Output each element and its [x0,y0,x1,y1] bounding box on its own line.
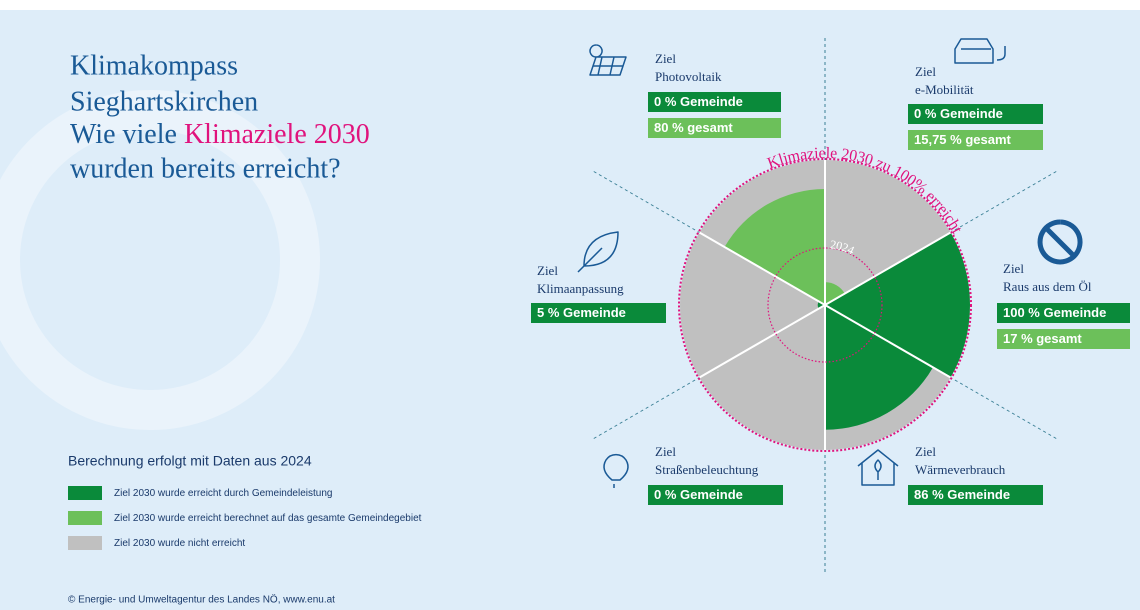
inner-ring [767,247,883,363]
title-line: Klimakompass [70,50,238,81]
goal-icon [603,453,629,488]
goal-icon [589,44,627,76]
goal-icon [577,231,619,273]
goal-prefix: Ziel [655,444,676,459]
sector [825,232,970,378]
legend-swatch [68,511,102,525]
divider [698,231,826,306]
value-box [648,92,781,112]
sector [825,282,845,305]
value-box [997,303,1130,323]
divider [824,304,952,379]
value-box [531,303,666,323]
question-highlight: Klimaziele 2030 [184,119,370,150]
goal-name: Wärmeverbrauch [915,462,1006,477]
value-label: 0 % Gemeinde [654,487,743,502]
goal-icon [1037,219,1083,265]
value-box [908,130,1043,150]
title-line: Sieghartskirchen [70,86,258,117]
goal-prefix: Ziel [1003,261,1024,276]
goal-prefix: Ziel [537,263,558,278]
value-label: 5 % Gemeinde [537,305,626,320]
value-label: 0 % Gemeinde [654,94,743,109]
value-box [908,485,1043,505]
goal-name: Straßenbeleuchtung [655,462,759,477]
goal-prefix: Ziel [655,51,676,66]
goal-name: Klimaanpassung [537,281,624,296]
question-line: Wie viele Klimaziele 2030 [70,119,370,150]
compass-watermark [0,90,320,430]
legend-swatch [68,536,102,550]
goal-name: e-Mobilität [915,82,974,97]
value-label: 86 % Gemeinde [914,487,1010,502]
sector [817,301,825,309]
value-box [997,329,1130,349]
legend-label: Ziel 2030 wurde erreicht durch Gemeindel… [114,488,332,499]
sector [825,305,933,430]
question-line: wurden bereits erreicht? [70,153,341,184]
value-box [648,118,781,138]
sector-bg [680,232,825,378]
sector-bg [699,305,825,451]
value-label: 100 % Gemeinde [1003,305,1106,320]
goal-icon [857,449,899,486]
sector [724,189,825,305]
value-box [648,485,783,505]
value-label: 17 % gesamt [1003,331,1082,346]
legend-swatch [68,486,102,500]
footer: © Energie- und Umweltagentur des Landes … [68,594,335,606]
goal-prefix: Ziel [915,64,936,79]
goal-prefix: Ziel [915,444,936,459]
goal-icon [954,38,1006,64]
divider [824,231,952,306]
goal-name: Photovoltaik [655,69,722,84]
divider [698,304,826,379]
legend-title: Berechnung erfolgt mit Daten aus 2024 [68,453,312,469]
question-text: Wie viele [70,119,184,150]
value-label: 15,75 % gesamt [914,132,1012,147]
legend-label: Ziel 2030 wurde nicht erreicht [114,538,245,549]
goal-name: Raus aus dem Öl [1003,279,1092,294]
value-label: 0 % Gemeinde [914,106,1003,121]
outer-ring [678,158,972,452]
legend-label: Ziel 2030 wurde erreicht berechnet auf d… [114,513,422,524]
sector-bg [825,160,951,305]
value-label: 80 % gesamt [654,120,733,135]
value-box [908,104,1043,124]
